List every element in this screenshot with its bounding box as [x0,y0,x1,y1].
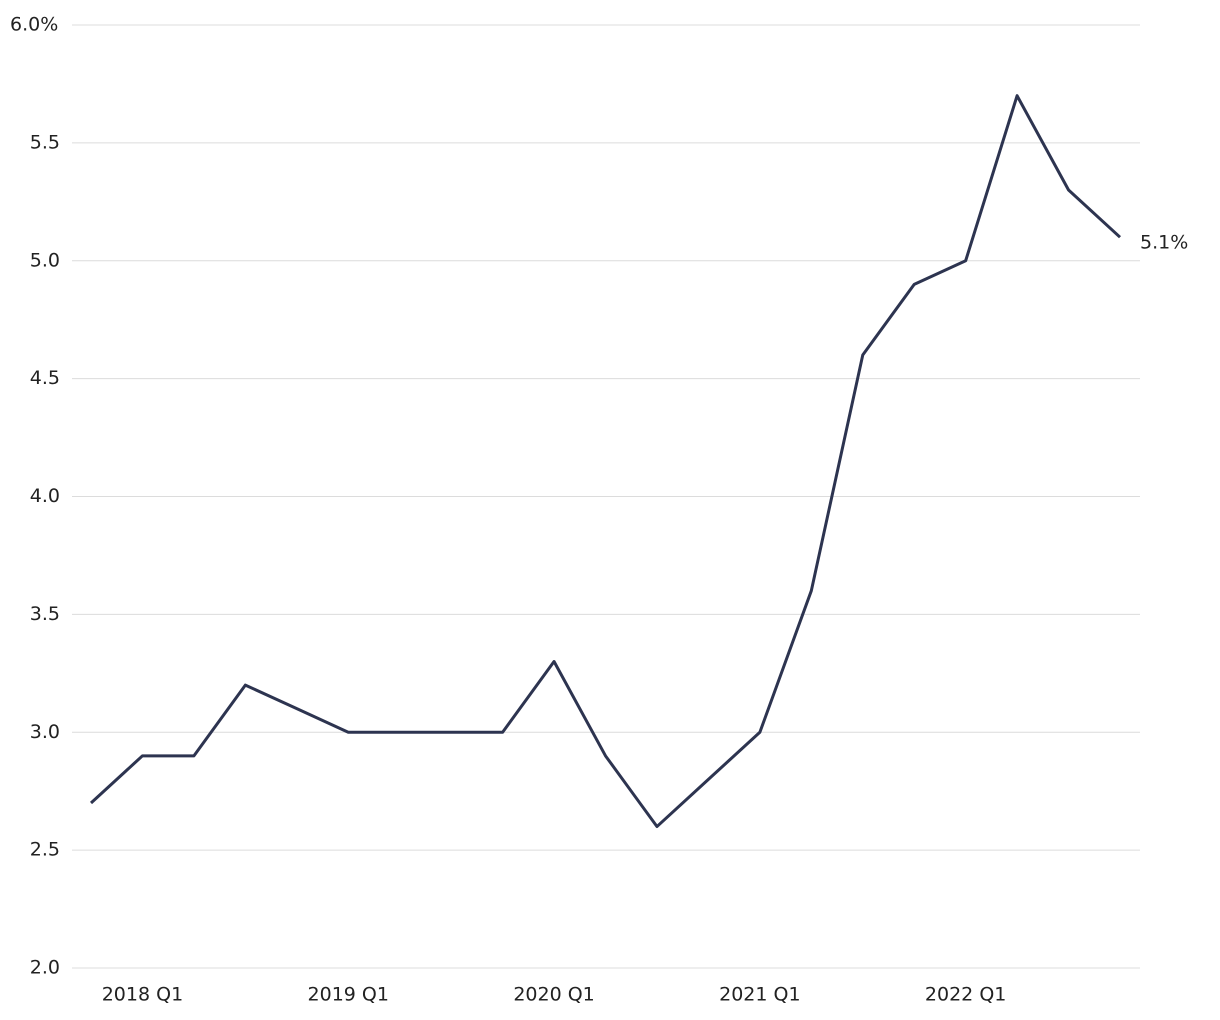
y-tick-label: 4.5 [30,367,60,389]
y-tick-label: 3.0 [30,721,60,743]
y-tick-label: 5.0 [30,249,60,271]
x-tick-label: 2018 Q1 [102,984,183,1006]
x-tick-label: 2021 Q1 [719,984,800,1006]
y-tick-label: 2.5 [30,839,60,861]
y-tick-label: 6.0% [10,14,58,36]
end-value-label: 5.1% [1140,232,1188,254]
y-tick-label: 3.5 [30,603,60,625]
y-tick-label: 2.0 [30,957,60,979]
y-tick-label: 5.5 [30,131,60,153]
x-tick-label: 2020 Q1 [513,984,594,1006]
x-tick-label: 2022 Q1 [925,984,1006,1006]
data-line [89,94,1122,829]
y-tick-label: 4.0 [30,485,60,507]
x-tick-label: 2019 Q1 [308,984,389,1006]
